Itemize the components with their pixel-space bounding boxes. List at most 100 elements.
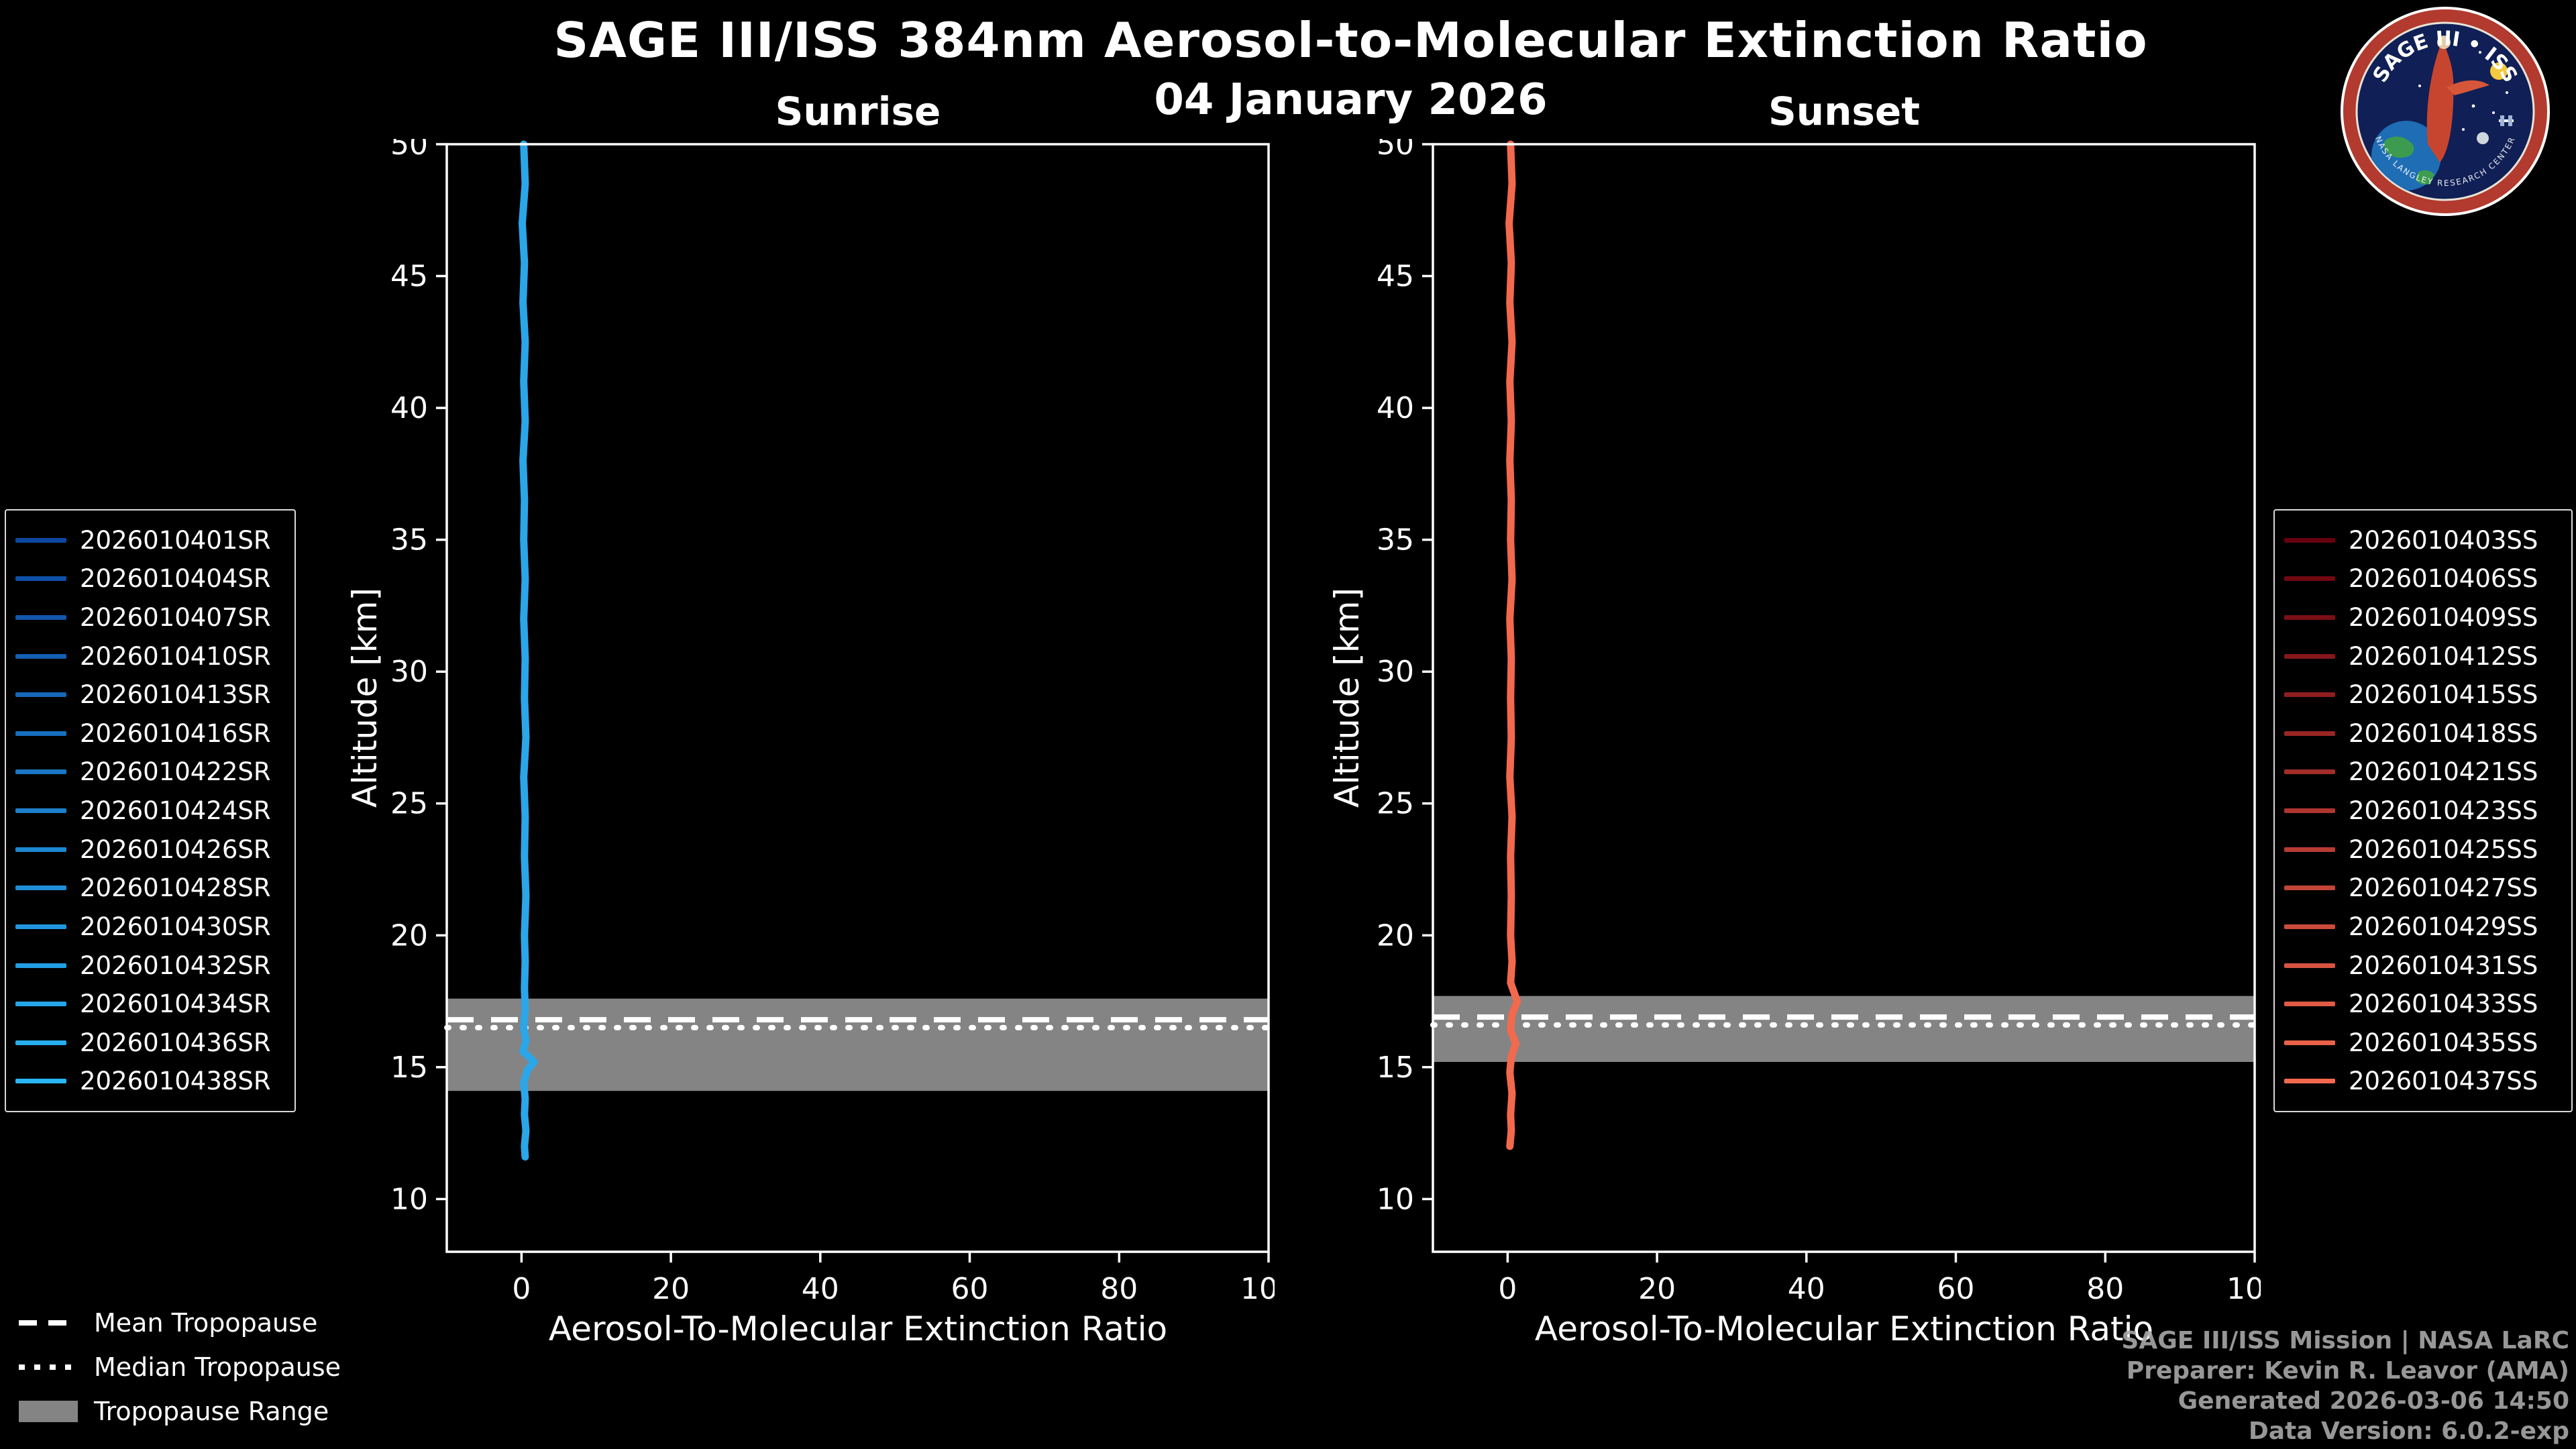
dotted-line-swatch <box>19 1364 78 1370</box>
legend-label: 2026010424SR <box>80 796 271 825</box>
legend-item: 2026010436SR <box>15 1028 285 1057</box>
y-tick-label: 25 <box>390 787 428 821</box>
legend-label: 2026010401SR <box>80 525 271 555</box>
legend-color-line <box>2284 808 2335 813</box>
legend-label: 2026010418SS <box>2349 718 2538 748</box>
sunset-panel-title: Sunset <box>1768 89 1920 134</box>
legend-label: 2026010425SS <box>2349 835 2538 864</box>
y-tick-label: 20 <box>1377 918 1414 953</box>
extinction-profile-line <box>519 140 538 1161</box>
legend-color-line <box>2284 653 2335 659</box>
x-tick-label: 20 <box>652 1272 690 1306</box>
legend-label: 2026010431SS <box>2349 951 2538 980</box>
legend-color-line <box>15 731 66 736</box>
legend-item: 2026010421SS <box>2284 757 2562 786</box>
robed-figure <box>2426 47 2454 162</box>
legend-label: 2026010432SR <box>80 951 271 980</box>
y-tick-label: 15 <box>1377 1051 1414 1085</box>
legend-color-line <box>2284 885 2335 891</box>
legend-color-line <box>2284 924 2335 929</box>
x-tick-label: 40 <box>1788 1272 1825 1306</box>
credits-preparer: Preparer: Kevin R. Leavor (AMA) <box>2126 1357 2569 1385</box>
legend-item: 2026010432SR <box>15 951 285 980</box>
x-tick-label: 0 <box>1498 1272 1517 1306</box>
earth-continent <box>2416 170 2434 185</box>
legend-color-line <box>2284 731 2335 736</box>
legend-item: 2026010438SR <box>15 1067 285 1095</box>
legend-item-median-tropopause: Median Tropopause <box>19 1350 341 1385</box>
x-tick-label: 100 <box>2226 1272 2261 1306</box>
legend-label: 2026010407SR <box>80 602 271 632</box>
legend-item: 2026010426SR <box>15 835 285 864</box>
sunrise-panel-title: Sunrise <box>775 89 941 134</box>
credits-generated: Generated 2026-03-06 14:50 <box>2178 1387 2569 1415</box>
legend-item: 2026010409SS <box>2284 603 2562 632</box>
legend-color-line <box>15 963 66 968</box>
legend-color-line <box>15 576 66 582</box>
legend-item-mean-tropopause: Mean Tropopause <box>19 1305 341 1340</box>
legend-item: 2026010410SR <box>15 642 285 671</box>
x-tick-label: 100 <box>1240 1272 1275 1306</box>
credits-block: SAGE III/ISS Mission | NASA LaRC Prepare… <box>2121 1326 2569 1446</box>
y-tick-label: 50 <box>390 139 428 162</box>
legend-label: Median Tropopause <box>94 1352 341 1382</box>
legend-color-line <box>15 537 66 543</box>
legend-item-tropopause-range: Tropopause Range <box>19 1394 341 1429</box>
legend-label: 2026010430SR <box>80 912 271 941</box>
sunrise-legend: 2026010401SR 2026010404SR 2026010407SR 2026… <box>5 509 296 1112</box>
axis-ticks <box>1422 143 2256 1263</box>
legend-item: 2026010433SS <box>2284 989 2562 1018</box>
legend-item: 2026010429SS <box>2284 912 2562 941</box>
legend-item: 2026010423SS <box>2284 796 2562 825</box>
legend-label: 2026010421SS <box>2349 757 2538 787</box>
y-tick-label: 40 <box>390 391 428 425</box>
legend-color-line <box>15 924 66 929</box>
legend-item: 2026010413SR <box>15 680 285 709</box>
legend-color-line <box>15 808 66 813</box>
legend-item: 2026010424SR <box>15 796 285 825</box>
y-tick-label: 30 <box>1377 655 1414 689</box>
legend-item: 2026010422SR <box>15 757 285 786</box>
legend-label: 2026010412SS <box>2349 641 2538 671</box>
legend-label: 2026010404SR <box>80 564 271 594</box>
legend-label: 2026010433SS <box>2349 989 2538 1019</box>
tick-labels: 0 20 40 60 80 100 10 15 20 25 30 35 40 45 50 <box>390 139 1275 1306</box>
y-tick-label: 40 <box>1377 391 1414 425</box>
legend-item: 2026010416SR <box>15 719 285 748</box>
legend-label: 2026010436SR <box>80 1028 271 1057</box>
legend-color-line <box>15 885 66 891</box>
legend-label: 2026010422SR <box>80 757 271 787</box>
y-tick-label: 10 <box>390 1182 428 1216</box>
axis-ticks <box>436 143 1270 1263</box>
legend-label: 2026010403SS <box>2349 525 2538 555</box>
legend-item: 2026010406SS <box>2284 564 2562 593</box>
date-subtitle: 04 January 2026 <box>1154 75 1548 125</box>
logo-artwork <box>2371 36 2514 191</box>
tropopause-range-band <box>1433 996 2255 1062</box>
iss-icon <box>2499 115 2514 126</box>
legend-label: Mean Tropopause <box>94 1308 318 1338</box>
sage-iii-iss-mission-patch-logo: SAGE III • ISS NASA LANGLEY RESEARCH CEN… <box>2341 7 2550 216</box>
moon-icon <box>2477 132 2489 144</box>
plot-frame <box>1432 143 2256 1253</box>
legend-label: 2026010427SS <box>2349 873 2538 903</box>
y-tick-label: 25 <box>1377 787 1414 821</box>
legend-label: 2026010410SR <box>80 641 271 671</box>
legend-item: 2026010428SR <box>15 873 285 902</box>
y-tick-label: 30 <box>390 655 428 689</box>
y-tick-label: 35 <box>1377 523 1414 557</box>
credits-mission: SAGE III/ISS Mission | NASA LaRC <box>2121 1327 2569 1354</box>
legend-color-line <box>15 692 66 698</box>
legend-label: 2026010429SS <box>2349 912 2538 941</box>
y-tick-label: 15 <box>390 1051 428 1085</box>
legend-color-line <box>15 653 66 659</box>
x-tick-label: 80 <box>2086 1272 2124 1306</box>
legend-item: 2026010415SS <box>2284 680 2562 709</box>
x-tick-label: 40 <box>802 1272 839 1306</box>
legend-item: 2026010435SS <box>2284 1028 2562 1057</box>
legend-item: 2026010427SS <box>2284 873 2562 902</box>
sunset-x-axis-label: Aerosol-To-Molecular Extinction Ratio <box>1534 1309 2154 1348</box>
legend-item: 2026010437SS <box>2284 1067 2562 1095</box>
legend-color-line <box>2284 769 2335 775</box>
